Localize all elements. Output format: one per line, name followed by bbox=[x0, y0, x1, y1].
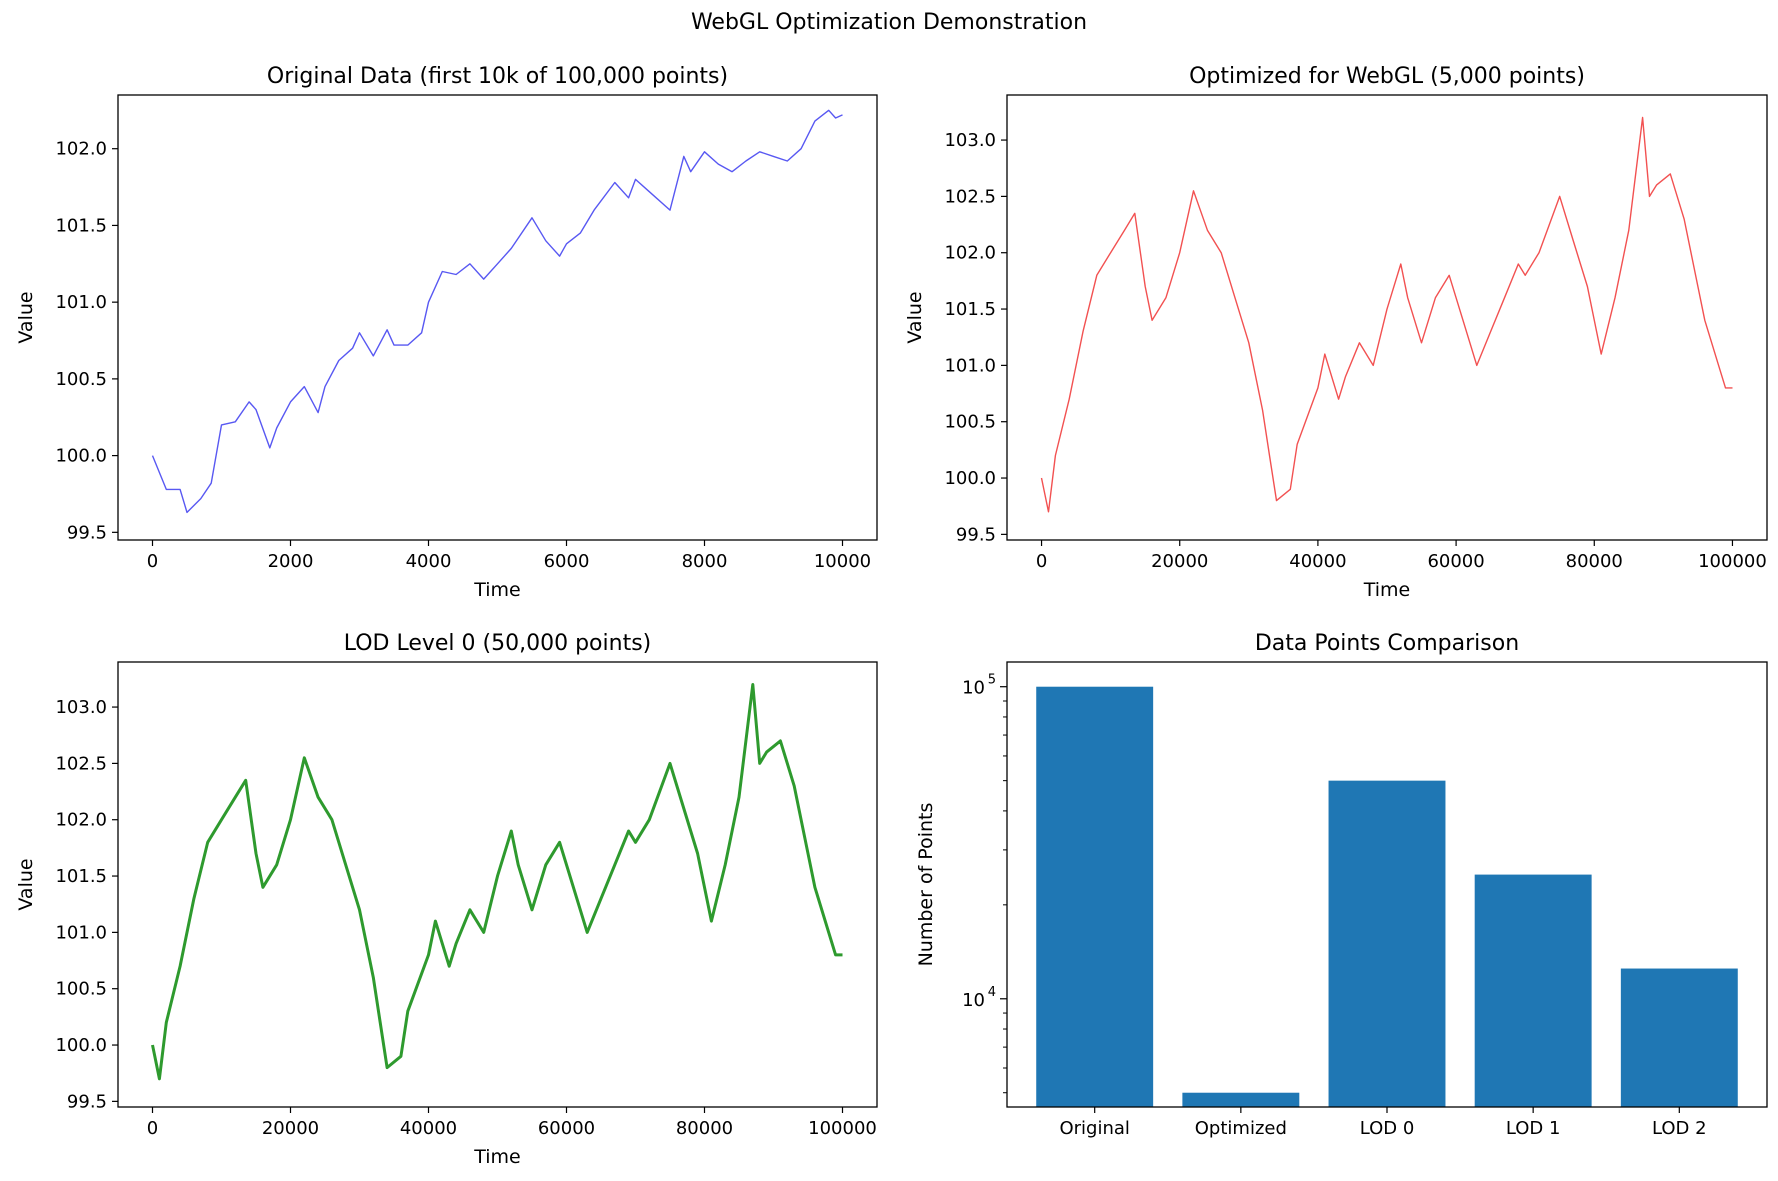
y-tick-label: 101.5 bbox=[944, 299, 996, 320]
x-tick-label: 0 bbox=[147, 1118, 158, 1139]
figure-title: WebGL Optimization Demonstration bbox=[690, 10, 1088, 35]
bar-original bbox=[1036, 686, 1154, 1107]
subplot-title: Original Data (first 10k of 100,000 poin… bbox=[267, 64, 728, 89]
x-tick-label: 40000 bbox=[400, 1118, 457, 1139]
bar-lod-0 bbox=[1328, 780, 1446, 1107]
x-tick-label: LOD 0 bbox=[1360, 1118, 1415, 1139]
y-tick-label: 101.5 bbox=[55, 215, 107, 236]
subplot-title: LOD Level 0 (50,000 points) bbox=[344, 631, 651, 656]
x-tick-label: 10000 bbox=[814, 551, 871, 572]
y-axis-label: Value bbox=[15, 858, 37, 910]
x-tick-label: 8000 bbox=[682, 551, 728, 572]
y-tick-label: 100.0 bbox=[944, 468, 996, 489]
x-axis-label: Time bbox=[473, 1146, 521, 1168]
series-line bbox=[151, 683, 843, 1081]
y-tick-label: 100.5 bbox=[944, 412, 996, 433]
y-axis-label: Number of Points bbox=[915, 803, 937, 967]
y-tick-label: 102.0 bbox=[55, 810, 107, 831]
y-tick-label: 99.5 bbox=[67, 1091, 107, 1112]
y-axis-label: Value bbox=[904, 291, 926, 343]
subplot-title: Data Points Comparison bbox=[1255, 631, 1519, 656]
bar-optimized bbox=[1182, 1092, 1300, 1107]
x-tick-label: 20000 bbox=[1151, 551, 1208, 572]
x-tick-label: 0 bbox=[147, 551, 158, 572]
subplot-0: Original Data (first 10k of 100,000 poin… bbox=[15, 64, 878, 601]
x-tick-label: 6000 bbox=[544, 551, 590, 572]
y-tick-label: 102.5 bbox=[55, 753, 107, 774]
series-line bbox=[151, 109, 843, 514]
x-tick-label: Original bbox=[1059, 1118, 1129, 1139]
x-tick-label: 60000 bbox=[538, 1118, 595, 1139]
x-tick-label: 0 bbox=[1036, 551, 1047, 572]
y-tick-label: 101.0 bbox=[55, 922, 107, 943]
bar-lod-1 bbox=[1474, 874, 1592, 1107]
y-tick-label: 101.5 bbox=[55, 866, 107, 887]
bar-lod-2 bbox=[1620, 968, 1738, 1107]
y-tick-label: 103.0 bbox=[55, 697, 107, 718]
y-tick-label: 100.5 bbox=[55, 369, 107, 390]
y-tick-label: 99.5 bbox=[956, 524, 996, 545]
subplot-1: Optimized for WebGL (5,000 points) 0 20000… bbox=[904, 64, 1768, 601]
y-tick-label: 101.0 bbox=[55, 292, 107, 313]
x-tick-label: 100000 bbox=[1698, 551, 1767, 572]
series-line bbox=[1040, 116, 1733, 513]
axes-frame bbox=[117, 94, 878, 541]
x-tick-label: LOD 2 bbox=[1652, 1118, 1707, 1139]
y-tick-label: 101.0 bbox=[944, 355, 996, 376]
subplot-3: Data Points Comparison Original Optimized L… bbox=[915, 631, 1768, 1139]
subplot-title: Optimized for WebGL (5,000 points) bbox=[1189, 64, 1585, 89]
x-tick-label: 4000 bbox=[406, 551, 452, 572]
y-tick-label: 103.0 bbox=[944, 130, 996, 151]
x-axis-label: Time bbox=[1363, 579, 1411, 601]
x-tick-label: 100000 bbox=[808, 1118, 877, 1139]
y-tick-exponent: 4 bbox=[988, 985, 996, 1000]
axes-frame bbox=[1006, 94, 1768, 541]
axes-frame bbox=[1006, 661, 1768, 1108]
x-tick-label: LOD 1 bbox=[1506, 1118, 1561, 1139]
x-tick-label: 40000 bbox=[1289, 551, 1346, 572]
x-tick-label: Optimized bbox=[1195, 1118, 1287, 1139]
y-tick-label: 10 bbox=[962, 990, 985, 1011]
y-tick-label: 102.0 bbox=[944, 243, 996, 264]
x-tick-label: 80000 bbox=[676, 1118, 733, 1139]
y-tick-label: 10 bbox=[962, 678, 985, 699]
y-tick-label: 100.5 bbox=[55, 979, 107, 1000]
y-tick-label: 102.0 bbox=[55, 139, 107, 160]
y-tick-label: 99.5 bbox=[67, 522, 107, 543]
y-tick-label: 102.5 bbox=[944, 186, 996, 207]
y-tick-label: 100.0 bbox=[55, 446, 107, 467]
x-tick-label: 80000 bbox=[1566, 551, 1623, 572]
x-tick-label: 20000 bbox=[262, 1118, 319, 1139]
x-axis-label: Time bbox=[473, 579, 521, 601]
axes-frame bbox=[117, 661, 878, 1108]
y-tick-label: 100.0 bbox=[55, 1035, 107, 1056]
y-axis-label: Value bbox=[15, 291, 37, 343]
subplot-2: LOD Level 0 (50,000 points) 0 20000 40000 60… bbox=[15, 631, 878, 1168]
y-tick-exponent: 5 bbox=[988, 673, 996, 688]
x-tick-label: 2000 bbox=[268, 551, 314, 572]
x-tick-label: 60000 bbox=[1427, 551, 1484, 572]
